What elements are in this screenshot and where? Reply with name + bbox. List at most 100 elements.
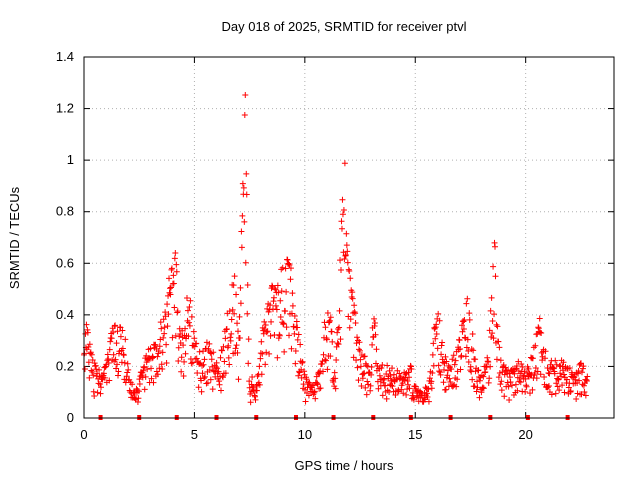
data-point: [237, 300, 244, 307]
data-point: [117, 324, 124, 331]
data-point: [326, 317, 333, 324]
data-point: [196, 348, 203, 355]
data-point: [435, 362, 442, 369]
data-point: [379, 361, 386, 368]
data-point: [106, 346, 113, 353]
data-point: [573, 395, 580, 402]
data-point: [457, 346, 464, 353]
data-point: [512, 381, 519, 388]
data-point: [497, 381, 504, 388]
data-point: [267, 332, 274, 339]
y-tick-label: 0.4: [56, 307, 74, 322]
data-point: [164, 301, 171, 308]
data-point: [237, 284, 244, 291]
data-point: [253, 387, 260, 394]
data-point: [203, 380, 210, 387]
data-point: [336, 324, 343, 331]
data-point: [225, 342, 232, 349]
data-point: [230, 282, 237, 289]
data-point: [387, 372, 394, 379]
data-point: [342, 251, 349, 258]
data-point: [233, 291, 240, 298]
data-point: [182, 325, 189, 332]
data-point: [335, 325, 342, 332]
data-point: [245, 360, 252, 367]
grid-lines: [84, 57, 614, 418]
data-point: [119, 327, 126, 334]
data-point: [576, 377, 583, 384]
data-point: [340, 207, 347, 214]
data-point: [264, 328, 271, 335]
data-point: [323, 336, 330, 343]
data-point: [238, 228, 245, 235]
data-point: [437, 371, 444, 378]
data-point: [336, 307, 343, 314]
data-point: [334, 329, 341, 336]
data-point: [191, 343, 198, 350]
data-point: [445, 362, 452, 369]
data-point: [443, 358, 450, 365]
data-point: [580, 382, 587, 389]
data-point: [166, 285, 173, 292]
data-point: [468, 346, 475, 353]
data-point: [278, 288, 285, 295]
data-point: [244, 310, 251, 317]
data-point: [354, 334, 361, 341]
data-point: [490, 335, 497, 342]
data-point: [221, 358, 228, 365]
data-point: [86, 374, 93, 381]
data-point: [208, 356, 215, 363]
data-point: [84, 329, 91, 336]
data-point: [546, 370, 553, 377]
data-point: [129, 381, 136, 388]
data-point: [148, 365, 155, 372]
data-point: [383, 395, 390, 402]
data-point: [554, 375, 561, 382]
data-point: [222, 370, 229, 377]
data-point: [338, 218, 345, 225]
data-point: [354, 364, 361, 371]
tick-labels: 0 0.2 0.4 0.6 0.8 1 1.2 1.4 0 5 10 15 20: [56, 49, 533, 442]
data-point: [384, 387, 391, 394]
data-point: [536, 315, 543, 322]
data-point: [462, 353, 469, 360]
data-point: [289, 302, 296, 309]
data-point: [246, 378, 253, 385]
data-point: [88, 351, 95, 358]
data-point: [216, 381, 223, 388]
data-point: [311, 388, 318, 395]
data-point: [489, 330, 496, 337]
data-point: [338, 225, 345, 232]
data-point: [217, 354, 224, 361]
data-point: [433, 321, 440, 328]
data-point: [332, 375, 339, 382]
data-point: [480, 373, 487, 380]
data-point: [286, 332, 293, 339]
data-point: [194, 370, 201, 377]
data-point: [522, 388, 529, 395]
data-point: [456, 337, 463, 344]
data-point: [201, 373, 208, 380]
data-point: [353, 340, 360, 347]
data-point: [160, 316, 167, 323]
data-point: [356, 339, 363, 346]
data-point: [357, 356, 364, 363]
data-points: [81, 91, 591, 406]
data-point: [226, 361, 233, 368]
data-point: [442, 386, 449, 393]
data-point: [405, 381, 412, 388]
data-point: [542, 348, 549, 355]
data-point: [180, 342, 187, 349]
data-point: [557, 370, 564, 377]
data-point: [149, 354, 156, 361]
data-point: [280, 320, 287, 327]
data-point: [105, 359, 112, 366]
data-point: [560, 359, 567, 366]
data-point: [239, 212, 246, 219]
data-point: [410, 396, 417, 403]
data-point: [375, 385, 382, 392]
data-point: [341, 255, 348, 262]
data-point: [165, 311, 172, 318]
data-point: [175, 358, 182, 365]
